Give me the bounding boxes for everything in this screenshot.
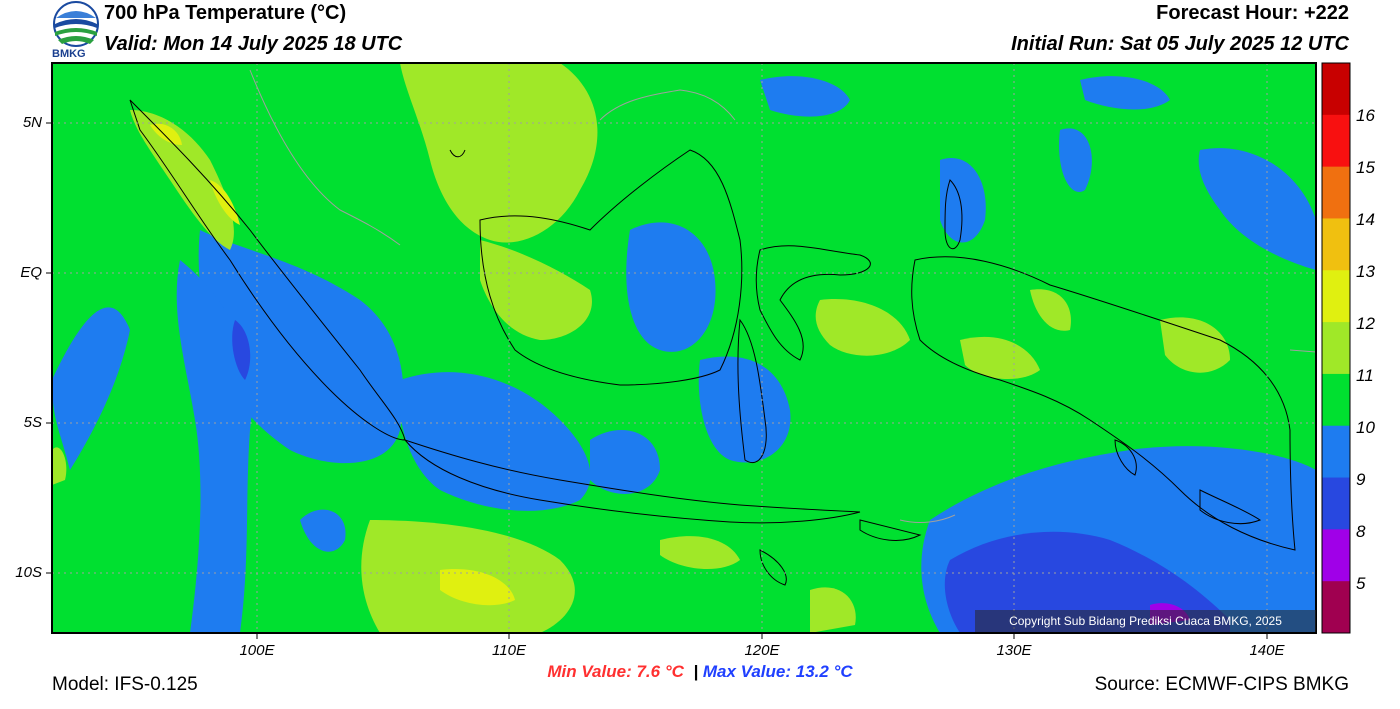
colorbar-label-16: 16 — [1356, 106, 1375, 125]
coastlines — [129, 99, 1296, 586]
colorbar-frame — [1321, 62, 1351, 634]
colorbar-label-15: 15 — [1356, 158, 1375, 177]
lat-label-5n: 5N — [22, 114, 42, 131]
colorbar-label-11: 11 — [1356, 366, 1374, 385]
colorbar-label-13: 13 — [1356, 262, 1375, 281]
copyright-notice: Copyright Sub Bidang Prediksi Cuaca BMKG… — [975, 610, 1316, 632]
colorbar-segment — [1322, 529, 1350, 582]
lon-label-130e: 130E — [996, 642, 1032, 659]
colorbar-label-5: 5 — [1356, 574, 1366, 593]
temperature-field — [52, 63, 1316, 633]
lat-label-5s: 5S — [23, 414, 42, 431]
forecast-hour: Forecast Hour: +222 — [1156, 2, 1349, 24]
lat-label-eq: EQ — [20, 264, 42, 281]
colorbar-segment — [1322, 477, 1350, 530]
colorbar-label-10: 10 — [1356, 418, 1375, 437]
lon-label-100e: 100E — [239, 642, 275, 659]
map-title: 700 hPa Temperature (°C) — [104, 2, 347, 24]
borders — [249, 69, 1316, 523]
colorbar-segment — [1322, 373, 1350, 427]
stats-separator: | — [693, 662, 699, 681]
colorbar — [1322, 63, 1350, 634]
bmkg-logo — [52, 0, 100, 62]
colorbar-segment — [1322, 166, 1350, 219]
colorbar-label-9: 9 — [1356, 470, 1366, 489]
map-frame — [51, 62, 1317, 634]
colorbar-segment — [1322, 114, 1350, 168]
initial-run: Initial Run: Sat 05 July 2025 12 UTC — [1011, 33, 1349, 55]
colorbar-segment — [1322, 581, 1350, 634]
colorbar-segment — [1322, 322, 1350, 375]
max-value: Max Value: 13.2 °C — [702, 662, 853, 681]
colorbar-segment — [1322, 63, 1350, 116]
colorbar-label-8: 8 — [1356, 522, 1366, 541]
colorbar-label-12: 12 — [1356, 314, 1375, 333]
gridlines — [52, 63, 1316, 633]
min-value: Min Value: 7.6 °C — [547, 662, 684, 681]
min-max-values: Min Value: 7.6 °C | Max Value: 13.2 °C — [0, 662, 1400, 682]
lat-label-10s: 10S — [15, 564, 42, 581]
model-label: Model: IFS-0.125 — [52, 674, 198, 695]
lon-label-110e: 110E — [492, 642, 526, 659]
source-label: Source: ECMWF-CIPS BMKG — [1094, 674, 1349, 695]
colorbar-segment — [1322, 425, 1350, 479]
logo-text: BMKG — [52, 48, 86, 60]
colorbar-segment — [1322, 218, 1350, 271]
lon-label-120e: 120E — [744, 642, 780, 659]
lon-label-140e: 140E — [1249, 642, 1285, 659]
colorbar-segment — [1322, 270, 1350, 323]
valid-time: Valid: Mon 14 July 2025 18 UTC — [104, 33, 403, 55]
colorbar-label-14: 14 — [1356, 210, 1375, 229]
